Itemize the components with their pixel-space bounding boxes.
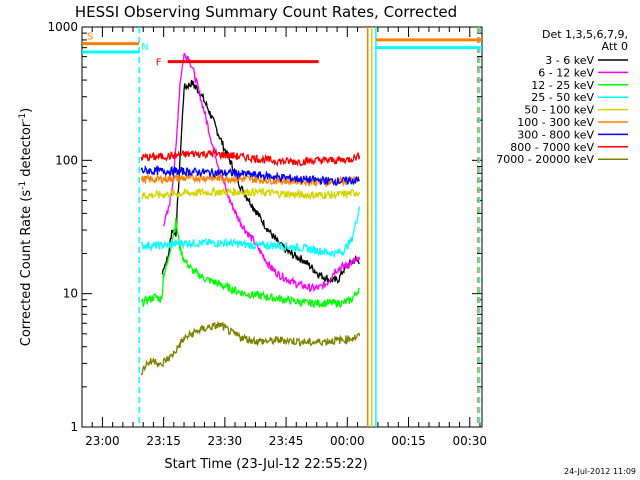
y-tick-label: 10 <box>63 287 78 301</box>
y-axis-label: Corrected Count Rate (s-1 detector-1) <box>18 108 34 346</box>
y-axis: 1 10 100 1000 <box>47 20 482 434</box>
series-line <box>161 79 360 285</box>
x-tick-label: 23:00 <box>85 434 120 448</box>
plot-frame <box>81 26 483 428</box>
series-line <box>141 185 361 201</box>
series-line <box>140 206 361 258</box>
series-line <box>140 320 361 376</box>
legend-label: 50 - 100 keV <box>524 104 594 117</box>
series-line <box>140 164 360 186</box>
legend-label: 12 - 25 keV <box>531 79 594 92</box>
legend-label: 300 - 800 keV <box>517 128 594 141</box>
series-line <box>140 172 361 188</box>
x-tick-label: 23:15 <box>146 434 181 448</box>
legend-header-line2: Att 0 <box>602 40 628 53</box>
legend-label: 25 - 50 keV <box>531 91 594 104</box>
series-line <box>162 52 361 293</box>
state-bars: S NF <box>82 32 482 69</box>
timestamp: 24-Jul-2012 11:09 <box>564 467 636 476</box>
legend-label: 800 - 7000 keV <box>510 141 594 154</box>
state-label: F <box>156 58 162 69</box>
series-line <box>141 217 360 309</box>
y-axis-label-sup1: -1 <box>18 181 28 190</box>
y-axis-label-sup2: -1 <box>18 113 28 122</box>
y-axis-label-end: ) <box>19 108 34 113</box>
x-tick-label: 23:45 <box>269 434 304 448</box>
series-group <box>140 52 361 376</box>
x-tick-label: 00:00 <box>330 434 365 448</box>
y-tick-label: 1 <box>70 420 78 434</box>
x-tick-label: 23:30 <box>208 434 243 448</box>
series-line <box>140 148 361 167</box>
state-label: N <box>141 42 148 53</box>
y-tick-label: 1000 <box>47 20 78 34</box>
x-axis: 23:00 23:15 23:30 23:45 00:00 00:15 00:30 <box>81 27 487 448</box>
vertical-markers <box>138 27 481 427</box>
x-axis-label: Start Time (23-Jul-12 22:55:22) <box>164 457 367 472</box>
legend-label: 3 - 6 keV <box>545 54 594 67</box>
plot-area <box>81 26 483 428</box>
x-tick-label: 00:30 <box>452 434 487 448</box>
legend-label: 100 - 300 keV <box>517 116 594 129</box>
legend-header-line1: Det 1,3,5,6,7,9, <box>542 28 628 41</box>
y-axis-label-main: Corrected Count Rate (s <box>19 190 34 347</box>
legend-label: 6 - 12 keV <box>538 66 594 79</box>
y-axis-label-mid: detector <box>19 121 34 181</box>
legend-label: 7000 - 20000 keV <box>496 153 594 166</box>
x-tick-label: 00:15 <box>391 434 426 448</box>
y-tick-label: 100 <box>55 153 78 167</box>
chart-title: HESSI Observing Summary Count Rates, Cor… <box>75 3 457 21</box>
state-label: S <box>87 32 93 43</box>
